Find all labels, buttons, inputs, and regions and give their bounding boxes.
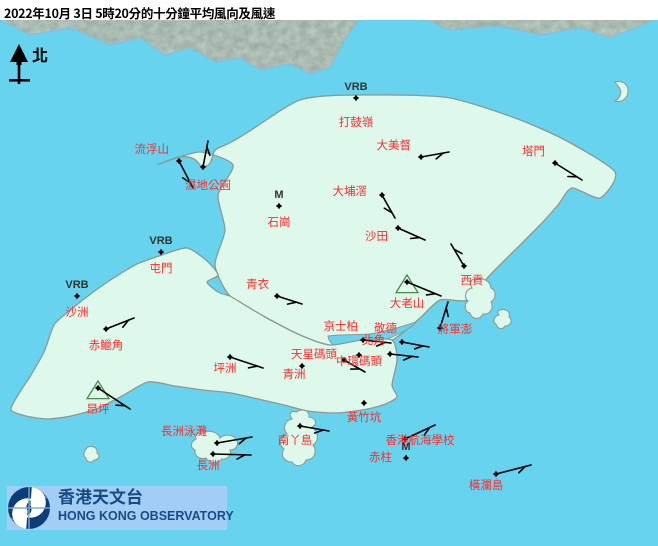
svg-text:流浮山: 流浮山: [135, 141, 170, 157]
svg-text:大埔滘: 大埔滘: [333, 183, 368, 199]
svg-text:中環碼頭: 中環碼頭: [336, 353, 382, 369]
svg-text:赤鱲角: 赤鱲角: [89, 337, 124, 353]
svg-text:將軍澎: 將軍澎: [438, 321, 473, 337]
svg-text:大老山: 大老山: [390, 295, 425, 311]
svg-text:M: M: [401, 441, 410, 453]
svg-text:西貢: 西貢: [461, 272, 484, 288]
svg-text:打鼓嶺: 打鼓嶺: [339, 114, 374, 130]
svg-text:香港航海學校: 香港航海學校: [386, 432, 455, 448]
svg-text:M: M: [274, 189, 283, 201]
svg-text:青衣: 青衣: [246, 276, 269, 292]
svg-text:長洲: 長洲: [197, 457, 220, 473]
svg-text:屯門: 屯門: [150, 260, 173, 276]
svg-text:青洲: 青洲: [283, 366, 306, 382]
svg-text:香港天文台: 香港天文台: [58, 483, 143, 508]
svg-text:天星碼頭: 天星碼頭: [291, 346, 337, 362]
svg-text:長洲泳灘: 長洲泳灘: [161, 423, 207, 439]
svg-text:赤柱: 赤柱: [369, 449, 392, 465]
svg-text:VRB: VRB: [65, 279, 88, 291]
svg-text:京士柏: 京士柏: [324, 318, 359, 334]
svg-text:HONG KONG OBSERVATORY: HONG KONG OBSERVATORY: [58, 509, 234, 523]
svg-text:坪洲: 坪洲: [214, 360, 237, 376]
svg-text:北角: 北角: [362, 332, 385, 348]
svg-text:昂坪: 昂坪: [87, 401, 110, 417]
svg-text:沙田: 沙田: [365, 228, 388, 244]
svg-text:VRB: VRB: [344, 81, 367, 93]
svg-text:濕地公園: 濕地公園: [185, 177, 231, 193]
svg-text:塔門: 塔門: [522, 143, 545, 159]
svg-text:石崗: 石崗: [268, 214, 291, 230]
svg-text:黃竹坑: 黃竹坑: [347, 409, 382, 425]
svg-text:大美督: 大美督: [377, 137, 412, 153]
svg-text:南丫島: 南丫島: [278, 432, 313, 448]
svg-text:橫瀾島: 橫瀾島: [469, 477, 504, 493]
svg-text:沙洲: 沙洲: [66, 304, 89, 320]
svg-text:VRB: VRB: [149, 235, 172, 247]
